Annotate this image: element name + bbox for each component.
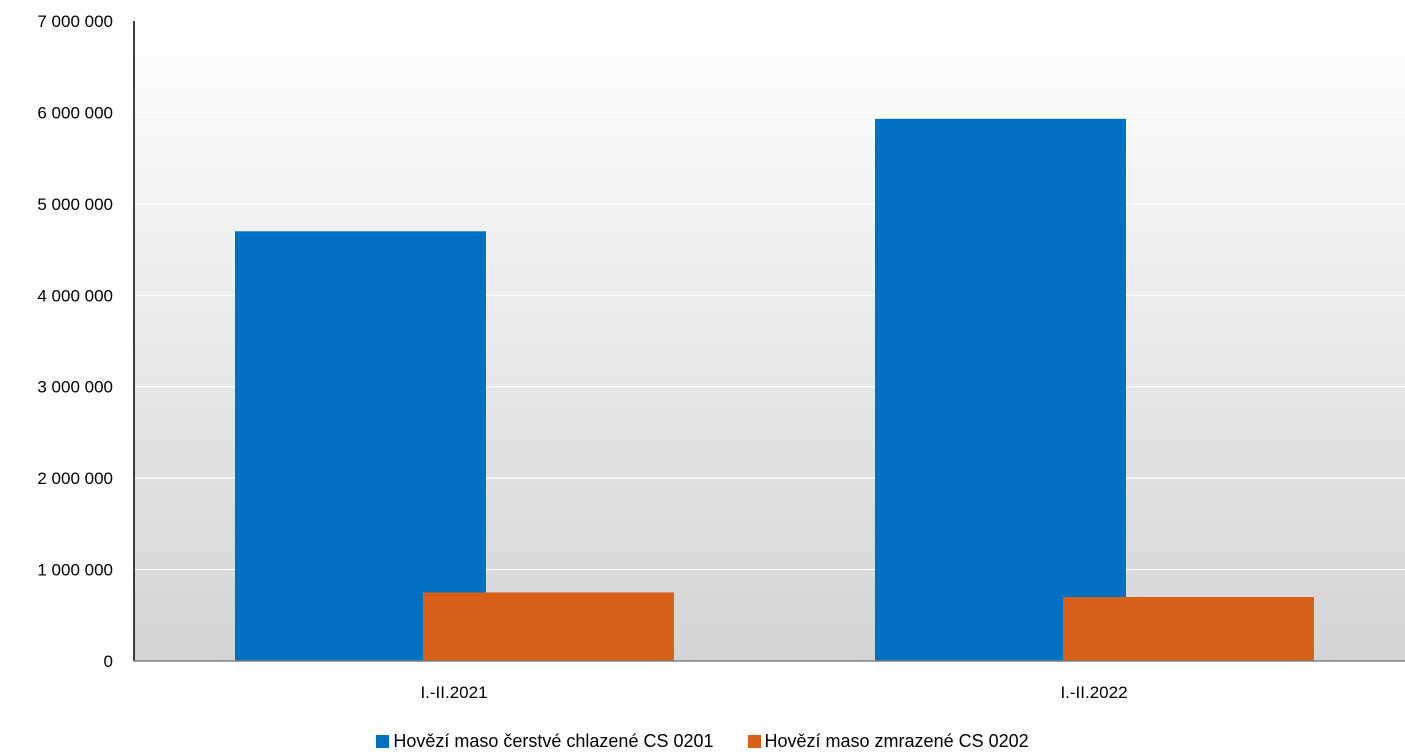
x-tick-label: I.-II.2022 [1060, 683, 1127, 702]
y-tick-label: 2 000 000 [37, 469, 113, 488]
bars [235, 118, 1314, 662]
bar-fresh-1 [875, 118, 1126, 662]
y-tick-label: 7 000 000 [37, 12, 113, 31]
legend-item-frozen: Hovězí maso zmrazené CS 0202 [747, 731, 1029, 752]
y-axis-ticks: 0 1 000 000 2 000 000 3 000 000 4 000 000 5 0… [37, 12, 113, 671]
bar-fresh-0 [235, 231, 486, 662]
y-tick-label: 4 000 000 [37, 286, 113, 305]
y-tick-label: 1 000 000 [37, 561, 113, 580]
legend-swatch-frozen [747, 735, 761, 748]
y-tick-label: 0 [104, 652, 113, 671]
x-tick-label: I.-II.2021 [420, 683, 487, 702]
x-axis-ticks: I.-II.2021 I.-II.2022 [420, 683, 1127, 702]
bar-frozen-0 [423, 592, 674, 661]
legend-swatch-fresh [376, 735, 390, 748]
bar-frozen-1 [1063, 597, 1314, 661]
legend-item-fresh: Hovězí maso čerstvé chlazené CS 0201 [376, 731, 714, 752]
y-tick-label: 5 000 000 [37, 195, 113, 214]
y-tick-label: 3 000 000 [37, 378, 113, 397]
legend: Hovězí maso čerstvé chlazené CS 0201 Hov… [0, 731, 1405, 752]
legend-label-fresh: Hovězí maso čerstvé chlazené CS 0201 [393, 731, 714, 751]
legend-label-frozen: Hovězí maso zmrazené CS 0202 [764, 731, 1029, 751]
y-tick-label: 6 000 000 [37, 103, 113, 122]
